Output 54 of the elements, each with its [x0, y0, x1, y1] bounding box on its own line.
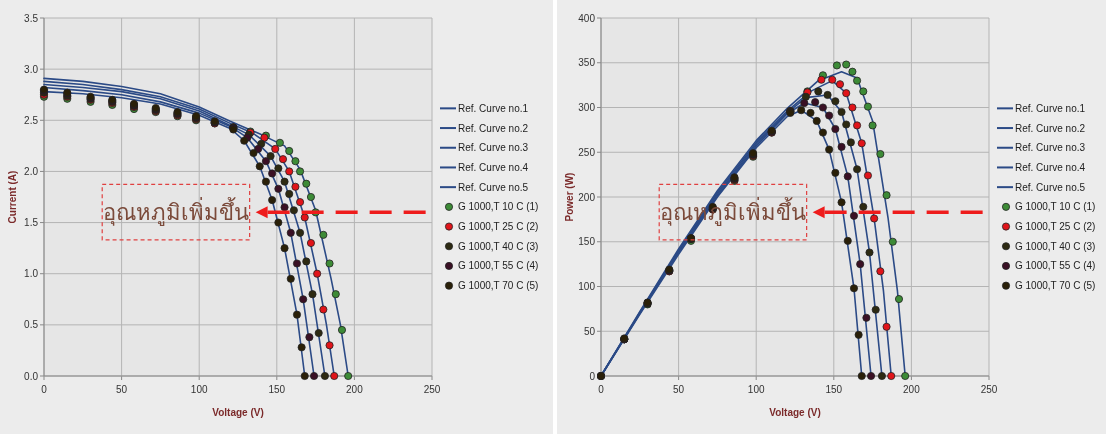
x-tick-label: 200: [346, 384, 364, 395]
y-tick-label: 1.0: [24, 268, 39, 280]
legend-label: G 1000,T 10 C (1): [1015, 201, 1096, 213]
x-tick-label: 100: [190, 384, 208, 395]
y-tick-label: 1.5: [24, 217, 39, 229]
y-tick-label: 0.0: [24, 370, 39, 382]
y-tick-label: 250: [578, 146, 596, 158]
y-tick-label: 300: [578, 102, 596, 113]
legend-label: G 1000,T 70 C (5): [458, 280, 539, 292]
x-tick-label: 250: [980, 384, 998, 395]
legend-label: G 1000,T 25 C (2): [458, 221, 539, 233]
x-tick-label: 100: [747, 384, 765, 395]
y-tick-label: 0: [589, 370, 596, 382]
x-tick-label: 0: [598, 384, 605, 395]
y-tick-label: 2.0: [24, 165, 39, 177]
legend-label: Ref. Curve no.2: [1015, 122, 1086, 134]
legend-label: G 1000,T 25 C (2): [1015, 221, 1096, 233]
annotation: อุณหภูมิเพิ่มขึ้น: [102, 197, 249, 227]
y-axis-title: Current (A): [7, 170, 18, 224]
legend-label: Ref. Curve no.3: [1015, 142, 1086, 154]
legend-label: Ref. Curve no.1: [458, 102, 529, 114]
y-tick-label: 2.5: [24, 114, 39, 126]
legend-label: G 1000,T 55 C (4): [1015, 260, 1096, 272]
y-tick-label: 350: [578, 57, 596, 69]
legend-label: Ref. Curve no.1: [1015, 102, 1086, 114]
y-tick-label: 100: [578, 281, 596, 292]
legend-label: G 1000,T 55 C (4): [458, 260, 539, 272]
y-tick-label: 50: [583, 325, 596, 337]
y-tick-label: 3.0: [24, 63, 39, 75]
x-tick-label: 50: [673, 384, 685, 395]
y-tick-label: 150: [578, 236, 596, 248]
legend-label: G 1000,T 40 C (3): [458, 240, 539, 252]
legend-label: Ref. Curve no.3: [458, 142, 529, 154]
legend-label: Ref. Curve no.4: [458, 161, 529, 173]
legend-label: Ref. Curve no.5: [1015, 181, 1086, 193]
x-tick-label: 250: [423, 384, 441, 395]
y-tick-label: 200: [578, 191, 596, 203]
legend-label: Ref. Curve no.2: [458, 122, 529, 134]
x-tick-label: 200: [903, 384, 921, 395]
x-tick-label: 50: [116, 384, 128, 395]
x-tick-label: 150: [825, 384, 843, 395]
x-tick-label: 150: [268, 384, 286, 395]
x-axis-title: Voltage (V): [769, 407, 821, 418]
y-tick-label: 3.5: [24, 12, 39, 24]
y-axis-title: Power (W): [564, 172, 575, 222]
y-tick-label: 400: [578, 12, 596, 24]
legend-label: G 1000,T 40 C (3): [1015, 240, 1096, 252]
x-tick-label: 0: [41, 384, 48, 395]
legend-label: G 1000,T 10 C (1): [458, 201, 539, 213]
y-tick-label: 0.5: [24, 319, 39, 331]
legend-label: Ref. Curve no.5: [458, 181, 529, 193]
legend-label: Ref. Curve no.4: [1015, 161, 1086, 173]
legend-label: G 1000,T 70 C (5): [1015, 280, 1096, 292]
x-axis-title: Voltage (V): [212, 407, 264, 418]
